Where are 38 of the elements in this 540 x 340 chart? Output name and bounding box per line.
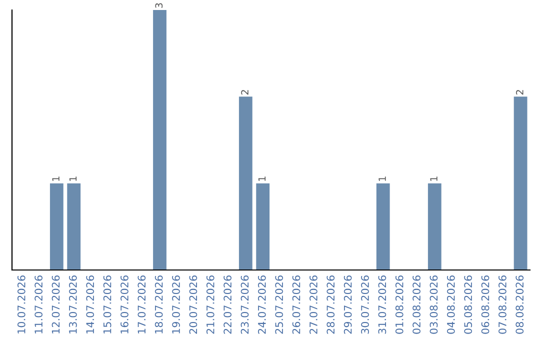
x-tick-label: 24.07.2026 (258, 276, 266, 334)
x-tick-label: 25.07.2026 (275, 276, 284, 334)
x-tick-label: 08.08.2026 (516, 276, 524, 334)
x-tick-label: 13.07.2026 (68, 276, 77, 334)
x-tick-label: 11.07.2026 (34, 276, 43, 334)
x-tick-label: 05.08.2026 (464, 276, 472, 334)
x-tick-label: 03.08.2026 (430, 276, 438, 334)
x-tick-label: 26.07.2026 (292, 276, 300, 334)
x-tick-label: 17.07.2026 (138, 276, 146, 334)
x-tick-label: 20.07.2026 (189, 276, 198, 334)
x-tick-label: 19.07.2026 (172, 276, 180, 334)
x-tick-label: 23.07.2026 (240, 276, 249, 334)
x-tick-label: 31.07.2026 (378, 276, 386, 334)
data-label: 1 (378, 176, 386, 181)
x-tick-label: 14.07.2026 (86, 276, 94, 334)
x-tick-label: 10.07.2026 (17, 276, 26, 334)
data-label: 1 (52, 176, 60, 181)
x-tick-label: 02.08.2026 (412, 276, 420, 334)
x-tick-label: 30.07.2026 (361, 276, 369, 334)
data-label: 1 (258, 176, 266, 181)
x-tick-label: 21.07.2026 (206, 276, 214, 334)
x-tick-label: 01.08.2026 (395, 276, 404, 334)
data-label: 1 (69, 176, 77, 181)
x-tick-label: 12.07.2026 (52, 276, 60, 334)
x-tick-label: 07.08.2026 (498, 276, 506, 334)
x-tick-label: 27.07.2026 (310, 276, 318, 334)
x-tick-label: 18.07.2026 (154, 276, 163, 334)
x-tick-label: 16.07.2026 (120, 276, 128, 334)
x-tick-label: 06.08.2026 (481, 276, 490, 334)
x-tick-label: 22.07.2026 (224, 276, 232, 334)
x-tick-label: 04.08.2026 (446, 276, 455, 334)
x-tick-label: 28.07.2026 (326, 276, 335, 334)
data-label: 2 (516, 90, 524, 95)
data-label: 2 (241, 90, 248, 95)
data-label: 3 (155, 3, 163, 8)
data-label: 1 (430, 176, 438, 181)
x-tick-label: 15.07.2026 (103, 276, 112, 334)
x-tick-label: 29.07.2026 (344, 276, 352, 334)
